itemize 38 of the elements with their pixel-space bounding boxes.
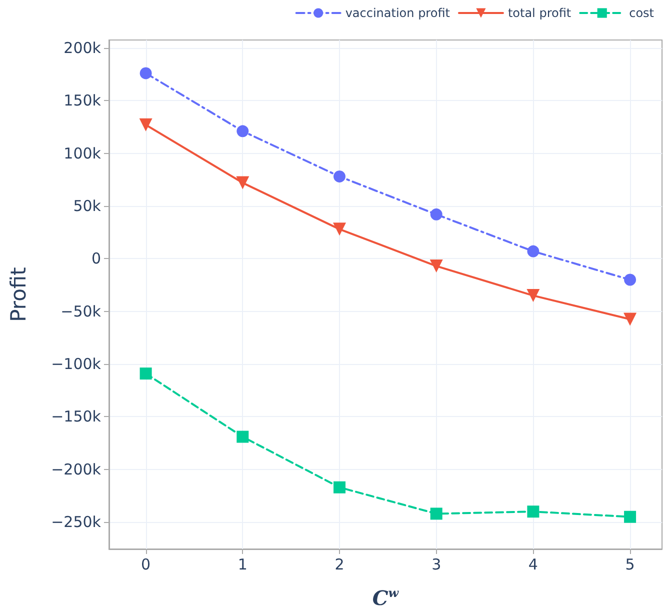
point (236, 176, 250, 190)
point (333, 481, 346, 494)
x-tick-label: 5 (625, 556, 635, 574)
legend-label: cost (629, 6, 654, 20)
point (526, 289, 540, 302)
point (430, 208, 442, 220)
y-tick-label: 100k (64, 144, 102, 162)
point (332, 222, 346, 236)
y-tick-label: −150k (51, 408, 102, 426)
point (236, 430, 249, 443)
x-tick-label: 4 (528, 556, 538, 574)
point (624, 510, 636, 523)
point (430, 260, 443, 273)
legend-label: vaccination profit (345, 6, 450, 20)
x-tick-label: 1 (238, 556, 248, 574)
x-tick-label: 3 (432, 556, 442, 574)
point (430, 508, 442, 520)
y-tick-label: −250k (51, 513, 102, 532)
point (334, 170, 346, 182)
y-axis-title: Profit (6, 267, 30, 322)
x-tick-label: 2 (334, 556, 344, 574)
point (624, 312, 637, 326)
y-tick-label: −50k (60, 302, 102, 320)
y-tick-label: −100k (51, 355, 102, 374)
point (140, 67, 152, 80)
point (527, 245, 540, 258)
y-tick-label: 50k (73, 196, 102, 215)
point (236, 125, 249, 138)
point (140, 368, 152, 380)
point (527, 506, 540, 518)
y-tick-label: 0 (91, 250, 101, 268)
point (139, 118, 152, 132)
x-tick-label: 0 (141, 556, 151, 574)
y-tick-label: 200k (64, 38, 102, 57)
legend-label: total profit (508, 6, 572, 20)
point (624, 274, 636, 286)
y-tick-label: 150k (64, 92, 102, 110)
y-tick-label: −200k (51, 460, 102, 478)
